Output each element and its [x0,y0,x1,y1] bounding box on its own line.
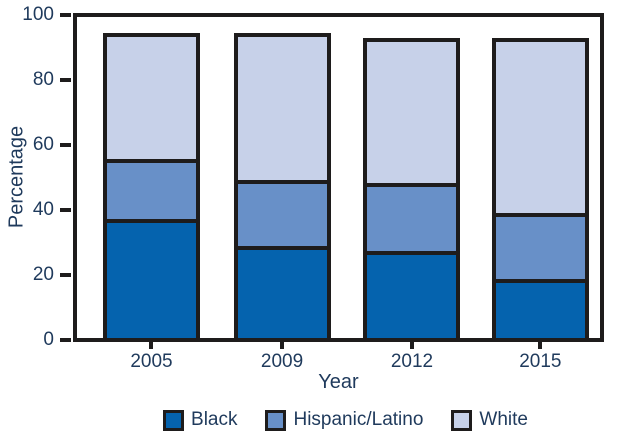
x-axis-tick [409,341,414,349]
bar-2009 [233,33,331,338]
bar-segment-black [367,250,457,338]
y-axis-tick [60,208,71,212]
bar-2015 [491,37,589,338]
x-tick-label: 2015 [519,351,562,372]
legend-item-white: White [451,409,528,431]
legend-item-black: Black [163,409,237,431]
bar-segment-white [237,37,327,180]
legend-label: White [479,409,528,430]
x-tick-label: 2012 [390,351,434,372]
y-tick-label: 20 [32,264,54,285]
legend-label: Black [191,409,238,430]
y-tick-label: 80 [32,69,54,90]
x-axis-tick [538,341,543,349]
legend-swatch-icon [265,409,287,431]
bar-segment-black [106,219,196,338]
legend: Black Hispanic/Latino White [73,409,604,431]
bar-2005 [102,33,200,338]
y-tick-label: 100 [22,4,54,25]
bar-segment-hispanic-latino [106,159,196,220]
bar-segment-hispanic-latino [237,179,327,247]
y-tick-label: 60 [32,134,54,155]
x-axis-label: Year [318,371,359,393]
bar-segment-black [495,279,585,338]
bar-segment-hispanic-latino [495,212,585,280]
y-axis-tick [60,13,71,17]
y-axis-tick [60,273,71,277]
bar-segment-white [495,41,585,213]
x-axis-tick [280,341,285,349]
y-tick-label: 0 [43,329,54,350]
legend-item-hispanic-latino: Hispanic/Latino [265,409,423,431]
bar-segment-black [237,246,327,338]
legend-swatch-icon [451,409,473,431]
x-tick-label: 2009 [260,351,304,372]
y-axis-tick [60,78,71,82]
y-tick-label: 40 [32,199,54,220]
bar-segment-hispanic-latino [367,182,457,251]
bar-segment-white [367,41,457,183]
legend-swatch-icon [163,409,185,431]
y-axis-tick [60,338,71,342]
x-axis-tick [149,341,154,349]
bar-segment-white [106,37,196,160]
x-tick-label: 2005 [130,351,173,372]
plot-area [73,13,604,342]
legend-label: Hispanic/Latino [293,409,424,430]
bar-2012 [363,37,461,338]
y-axis-tick [60,143,71,147]
